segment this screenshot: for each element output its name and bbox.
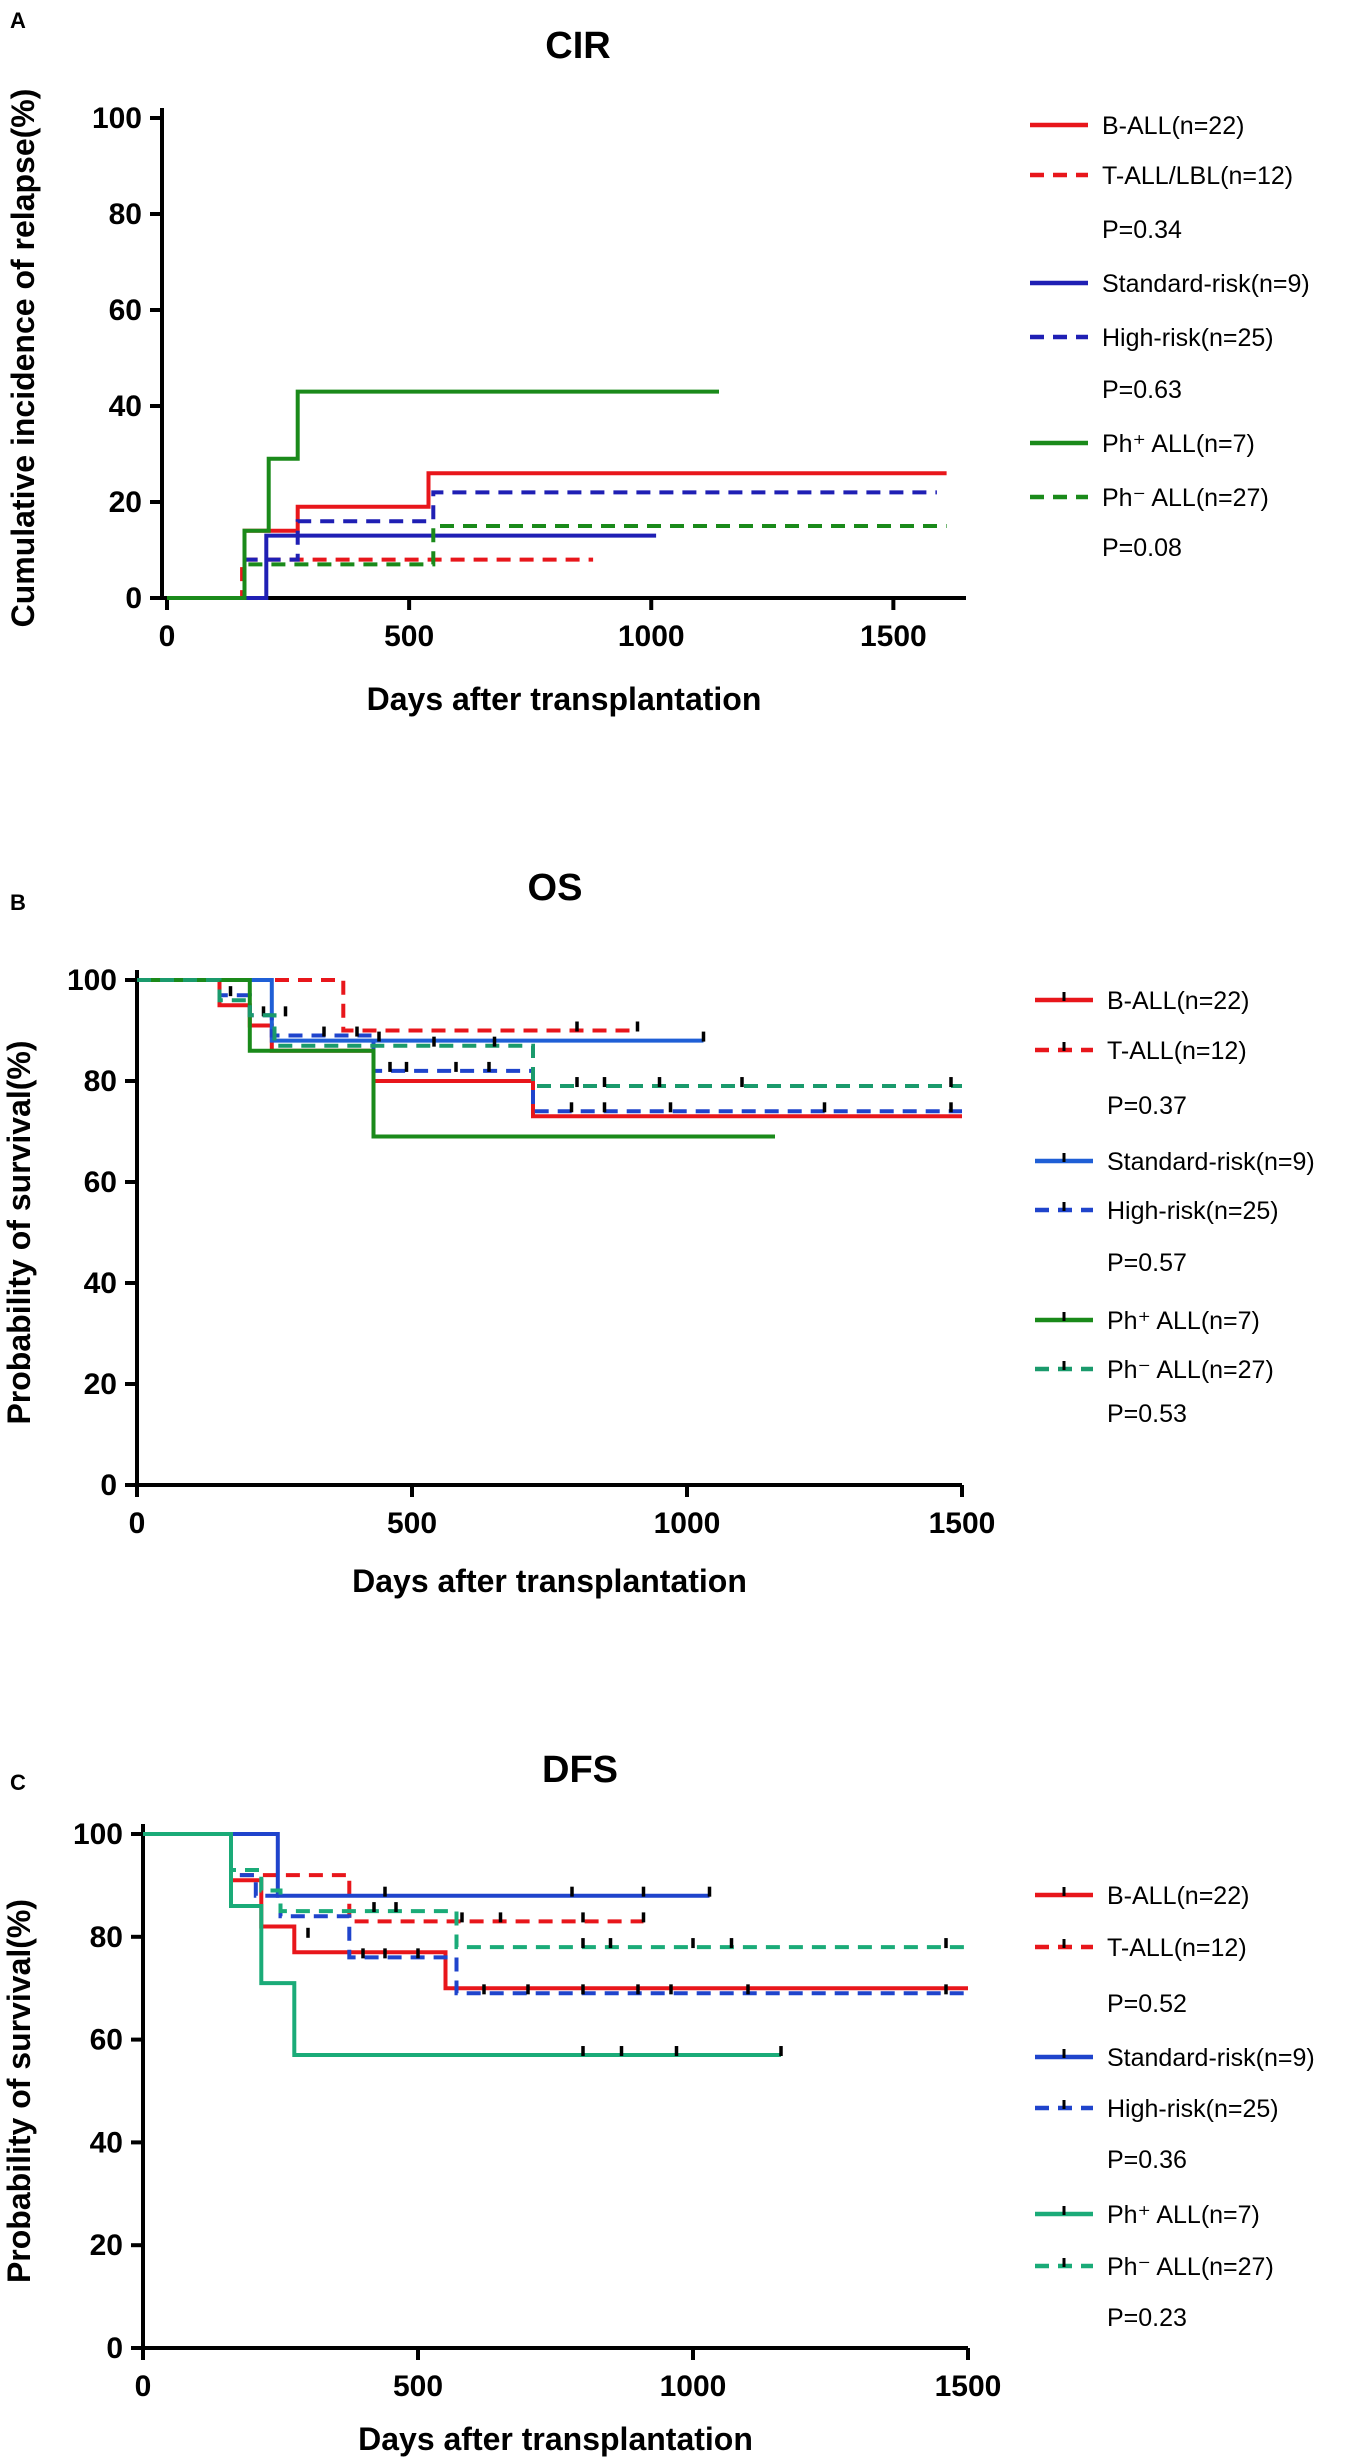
chart-title: OS bbox=[528, 867, 583, 909]
legend-entry: Standard-risk(n=9) bbox=[1102, 270, 1310, 298]
legend-entry: Standard-risk(n=9) bbox=[1107, 1148, 1315, 1176]
y-tick-label: 100 bbox=[92, 102, 142, 135]
legend-entry: B-ALL(n=22) bbox=[1102, 112, 1244, 140]
y-tick-label: 20 bbox=[90, 2229, 123, 2262]
series-line-5 bbox=[137, 978, 962, 1088]
y-tick-label: 0 bbox=[106, 2332, 123, 2365]
chart-title: DFS bbox=[542, 1749, 618, 1791]
series-line-3 bbox=[167, 490, 937, 600]
y-axis-label: Probability of survival(%) bbox=[1, 1040, 37, 1424]
legend-pvalue: P=0.53 bbox=[1107, 1400, 1187, 1428]
legend-entry: B-ALL(n=22) bbox=[1107, 987, 1249, 1015]
x-axis-label: Days after transplantation bbox=[358, 2421, 753, 2457]
legend-entry: Standard-risk(n=9) bbox=[1107, 2044, 1315, 2072]
y-tick-label: 40 bbox=[109, 390, 142, 423]
x-tick-label: 500 bbox=[384, 620, 434, 653]
series-line-4 bbox=[137, 978, 775, 1139]
legend-pvalue: P=0.08 bbox=[1102, 534, 1182, 562]
series-line-1 bbox=[137, 978, 638, 1033]
x-tick-label: 0 bbox=[129, 1507, 146, 1540]
series-line-0 bbox=[143, 1832, 968, 1991]
series-line-5 bbox=[167, 524, 947, 600]
x-tick-label: 0 bbox=[159, 620, 176, 653]
y-tick-label: 0 bbox=[100, 1469, 117, 1502]
legend-entry: T-ALL(n=12) bbox=[1107, 1934, 1247, 1962]
x-tick-label: 1500 bbox=[935, 2370, 1002, 2403]
series-line-4 bbox=[167, 389, 719, 600]
x-tick-label: 1000 bbox=[654, 1507, 721, 1540]
legend-pvalue: P=0.57 bbox=[1107, 1249, 1187, 1277]
series-line-3 bbox=[137, 978, 962, 1114]
legend-pvalue: P=0.34 bbox=[1102, 216, 1182, 244]
y-tick-label: 0 bbox=[125, 582, 142, 615]
x-axis-label: Days after transplantation bbox=[352, 1563, 747, 1599]
series-line-2 bbox=[167, 533, 657, 600]
y-axis-label: Probability of survival(%) bbox=[1, 1899, 37, 2283]
legend-pvalue: P=0.23 bbox=[1107, 2304, 1187, 2332]
y-tick-label: 60 bbox=[109, 294, 142, 327]
y-tick-label: 80 bbox=[90, 1921, 123, 1954]
legend-entry: T-ALL(n=12) bbox=[1107, 1037, 1247, 1065]
x-tick-label: 500 bbox=[393, 2370, 443, 2403]
x-tick-label: 1000 bbox=[618, 620, 685, 653]
x-tick-label: 1500 bbox=[860, 620, 927, 653]
series-line-5 bbox=[143, 1832, 968, 1950]
legend-entry: Ph⁻ ALL(n=27) bbox=[1107, 2253, 1274, 2281]
legend-pvalue: P=0.52 bbox=[1107, 1990, 1187, 2018]
y-tick-label: 80 bbox=[84, 1065, 117, 1098]
legend-entry: Ph⁻ ALL(n=27) bbox=[1107, 1356, 1274, 1384]
x-axis-label: Days after transplantation bbox=[367, 681, 762, 717]
chart-title: CIR bbox=[545, 25, 610, 67]
y-axis-label: Cumulative incidence of relapse(%) bbox=[5, 89, 41, 628]
series-line-2 bbox=[143, 1832, 710, 1898]
y-tick-label: 40 bbox=[90, 2126, 123, 2159]
panel-letter: B bbox=[10, 890, 26, 915]
legend-pvalue: P=0.36 bbox=[1107, 2146, 1187, 2174]
y-tick-label: 100 bbox=[67, 964, 117, 997]
x-tick-label: 1000 bbox=[660, 2370, 727, 2403]
y-tick-label: 20 bbox=[84, 1368, 117, 1401]
panel-letter: A bbox=[10, 8, 26, 33]
legend-entry: Ph⁺ ALL(n=7) bbox=[1107, 2201, 1260, 2229]
legend-pvalue: P=0.37 bbox=[1107, 1092, 1187, 1120]
y-tick-label: 20 bbox=[109, 486, 142, 519]
y-tick-label: 100 bbox=[73, 1818, 123, 1851]
legend-entry: Ph⁺ ALL(n=7) bbox=[1102, 430, 1255, 458]
series-line-1 bbox=[167, 557, 594, 600]
panel-letter: C bbox=[10, 1770, 26, 1795]
y-tick-label: 80 bbox=[109, 198, 142, 231]
y-tick-label: 40 bbox=[84, 1267, 117, 1300]
x-tick-label: 0 bbox=[135, 2370, 152, 2403]
legend-entry: Ph⁺ ALL(n=7) bbox=[1107, 1307, 1260, 1335]
legend-pvalue: P=0.63 bbox=[1102, 376, 1182, 404]
y-tick-label: 60 bbox=[90, 2024, 123, 2057]
legend-entry: Ph⁻ ALL(n=27) bbox=[1102, 484, 1269, 512]
legend-entry: High-risk(n=25) bbox=[1107, 2095, 1279, 2123]
series-line-4 bbox=[143, 1832, 781, 2057]
legend-entry: High-risk(n=25) bbox=[1107, 1197, 1279, 1225]
series-line-1 bbox=[143, 1832, 644, 1924]
x-tick-label: 500 bbox=[387, 1507, 437, 1540]
x-tick-label: 1500 bbox=[929, 1507, 996, 1540]
legend-entry: B-ALL(n=22) bbox=[1107, 1882, 1249, 1910]
legend-entry: T-ALL/LBL(n=12) bbox=[1102, 162, 1293, 190]
series-line-3 bbox=[143, 1832, 968, 1996]
y-tick-label: 60 bbox=[84, 1166, 117, 1199]
legend-entry: High-risk(n=25) bbox=[1102, 324, 1274, 352]
series-line-0 bbox=[137, 978, 962, 1119]
